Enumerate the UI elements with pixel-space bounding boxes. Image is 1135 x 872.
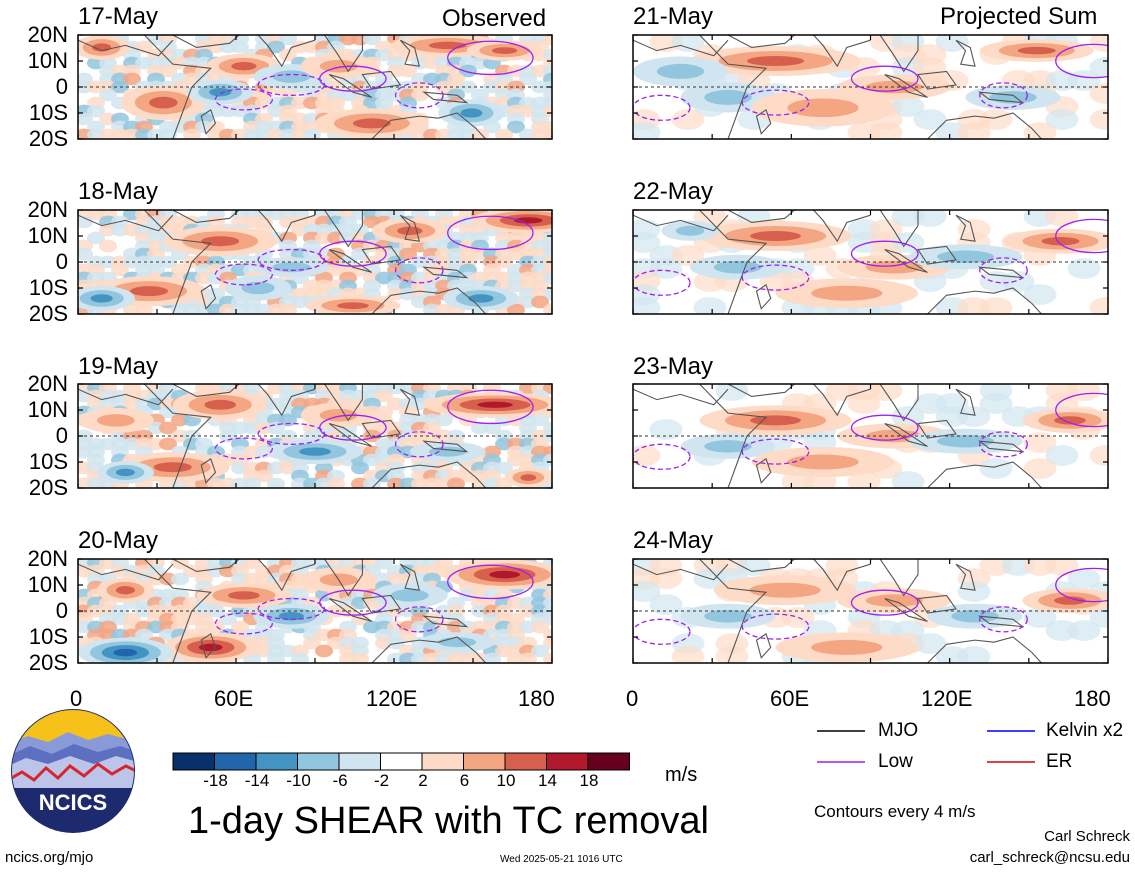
y-tick-label: 10S bbox=[28, 624, 68, 649]
legend-lines bbox=[817, 730, 1035, 763]
y-tick-label: 20S bbox=[28, 126, 68, 151]
y-tick-label: 0 bbox=[55, 74, 68, 99]
x-tick-left-0: 0 bbox=[70, 686, 83, 711]
x-tick-right-180: 180 bbox=[1074, 686, 1111, 711]
map-panel bbox=[632, 558, 1109, 664]
observed-title: Observed bbox=[442, 5, 547, 32]
footer-author: Carl Schreck bbox=[1044, 828, 1130, 845]
y-tick-label: 10S bbox=[28, 100, 68, 125]
footer-email: carl_schreck@ncsu.edu bbox=[969, 849, 1130, 866]
x-tick-right-60e: 60E bbox=[770, 686, 810, 711]
map-panel bbox=[632, 209, 1109, 315]
colorbar-swatch bbox=[255, 752, 298, 771]
panel-date-left-2: 18-May bbox=[78, 178, 159, 205]
projected-title: Projected Sum bbox=[940, 3, 1098, 30]
map-panel bbox=[632, 383, 1109, 489]
panel-date-right-4: 24-May bbox=[633, 527, 714, 554]
colorbar-tick-label: -6 bbox=[332, 771, 348, 790]
colorbar-swatch bbox=[172, 752, 215, 771]
footer-timestamp: Wed 2025-05-21 1016 UTC bbox=[500, 854, 623, 865]
colorbar-swatch bbox=[338, 752, 381, 771]
legend-label-low: Low bbox=[878, 751, 913, 772]
colorbar-tick-label: 6 bbox=[459, 771, 470, 790]
map-panel bbox=[77, 383, 553, 489]
figure-title: 1-day SHEAR with TC removal bbox=[188, 800, 709, 842]
colorbar-units: m/s bbox=[665, 764, 698, 786]
colorbar-tick-label: 18 bbox=[579, 771, 599, 790]
y-tick-label: 10N bbox=[27, 48, 68, 73]
y-tick-label: 20N bbox=[27, 197, 68, 222]
y-tick-label: 10N bbox=[27, 572, 68, 597]
colorbar-swatch bbox=[421, 752, 464, 771]
colorbar-swatch bbox=[546, 752, 589, 771]
colorbar-tick-label: 14 bbox=[538, 771, 557, 790]
ncics-logo: NCICS bbox=[11, 709, 135, 833]
colorbar-swatch bbox=[380, 752, 423, 771]
x-tick-right-0: 0 bbox=[626, 686, 639, 711]
colorbar-tick-label: 10 bbox=[496, 771, 516, 790]
contour-note: Contours every 4 m/s bbox=[814, 802, 976, 821]
map-panel bbox=[77, 558, 553, 664]
y-tick-label: 20S bbox=[28, 301, 68, 326]
panel-date-left-3: 19-May bbox=[78, 353, 159, 380]
y-tick-label: 10N bbox=[27, 397, 68, 422]
y-tick-label: 10S bbox=[28, 275, 68, 300]
map-panel bbox=[77, 209, 553, 315]
colorbar-swatch bbox=[504, 752, 547, 771]
panel-date-right-1: 21-May bbox=[633, 3, 714, 30]
panel-date-left-4: 20-May bbox=[78, 527, 159, 554]
y-tick-label: 20S bbox=[28, 475, 68, 500]
map-panel bbox=[632, 34, 1109, 140]
colorbar-tick-label: -14 bbox=[244, 771, 270, 790]
colorbar bbox=[172, 752, 630, 771]
panel-date-right-2: 22-May bbox=[633, 178, 714, 205]
legend-label-mjo: MJO bbox=[878, 720, 919, 741]
colorbar-tick-label: 2 bbox=[418, 771, 428, 790]
y-tick-label: 20S bbox=[28, 650, 68, 675]
map-panel bbox=[77, 34, 553, 140]
y-tick-label: 10S bbox=[28, 449, 68, 474]
y-tick-label: 20N bbox=[27, 22, 68, 47]
footer-url: ncics.org/mjo bbox=[5, 849, 94, 866]
colorbar-tick-label: -10 bbox=[286, 771, 311, 790]
colorbar-swatch bbox=[297, 752, 340, 771]
x-tick-right-120e: 120E bbox=[921, 686, 973, 711]
y-tick-label: 0 bbox=[55, 598, 68, 623]
x-tick-left-120e: 120E bbox=[366, 686, 418, 711]
x-tick-left-180: 180 bbox=[518, 686, 555, 711]
panel-date-right-3: 23-May bbox=[633, 353, 714, 380]
y-tick-label: 0 bbox=[55, 249, 68, 274]
colorbar-tick-label: -18 bbox=[203, 771, 228, 790]
logo-text: NCICS bbox=[39, 790, 107, 815]
y-tick-label: 0 bbox=[55, 423, 68, 448]
colorbar-swatch bbox=[463, 752, 506, 771]
x-tick-left-60e: 60E bbox=[214, 686, 254, 711]
legend-label-kelvin: Kelvin x2 bbox=[1046, 720, 1124, 741]
colorbar-tick-label: -2 bbox=[373, 771, 390, 790]
panel-date-left-1: 17-May bbox=[78, 3, 159, 30]
y-tick-label: 10N bbox=[27, 223, 68, 248]
colorbar-swatch bbox=[214, 752, 257, 771]
y-tick-label: 20N bbox=[27, 546, 68, 571]
legend-label-er: ER bbox=[1046, 751, 1073, 772]
colorbar-swatch bbox=[587, 752, 630, 771]
y-tick-label: 20N bbox=[27, 371, 68, 396]
